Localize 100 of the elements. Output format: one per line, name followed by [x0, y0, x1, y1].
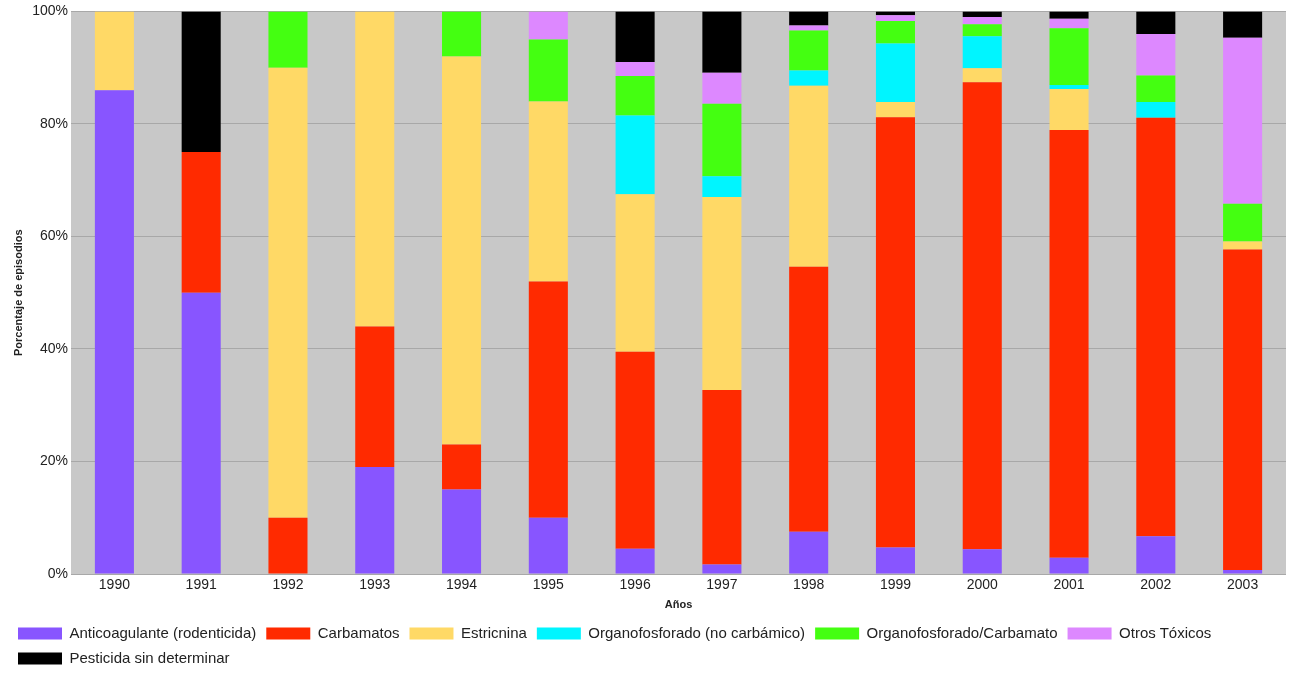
- x-tick-label: 1995: [532, 576, 565, 593]
- bar: [1049, 11, 1089, 19]
- bar: [962, 17, 1002, 25]
- bar: [268, 517, 308, 574]
- bar: [1049, 89, 1089, 131]
- legend-label: Estricnina: [460, 623, 528, 641]
- x-tick-label: 1999: [879, 576, 912, 593]
- bar: [1223, 203, 1263, 242]
- bar: [789, 266, 829, 532]
- bar: [1223, 11, 1263, 38]
- bar: [528, 101, 568, 282]
- bar: [615, 115, 655, 195]
- bar: [528, 281, 568, 518]
- bar: [528, 39, 568, 102]
- bar: [355, 326, 395, 468]
- legend-label: Otros Tóxicos: [1119, 623, 1212, 641]
- bar: [702, 103, 742, 177]
- bar: [1136, 75, 1176, 102]
- bar: [615, 351, 655, 549]
- legend-label: Anticoagulante (rodenticida): [69, 623, 257, 641]
- y-tick-label: 60%: [39, 227, 69, 244]
- x-tick-label: 1994: [445, 576, 478, 593]
- bar: [702, 11, 742, 73]
- bar: [702, 564, 742, 574]
- bar: [962, 549, 1002, 574]
- bar: [268, 67, 308, 518]
- y-tick-label: 40%: [39, 339, 69, 356]
- y-tick-label: 0%: [47, 564, 69, 581]
- x-tick-label: 1996: [619, 576, 651, 593]
- bar: [789, 25, 829, 31]
- bar: [268, 11, 308, 68]
- bar: [1049, 130, 1089, 558]
- bar: [875, 15, 915, 21]
- bar: [1136, 33, 1176, 76]
- bar: [442, 489, 482, 574]
- y-axis-title: Porcentaje de episodios: [11, 229, 24, 356]
- legend-label: Carbamatos: [317, 623, 400, 641]
- y-tick-label: 80%: [39, 114, 69, 131]
- bar: [789, 30, 829, 71]
- bar: [875, 117, 915, 548]
- bar: [615, 194, 655, 352]
- bar: [1223, 249, 1263, 571]
- bar: [181, 292, 221, 574]
- bar: [615, 11, 655, 63]
- bar: [1049, 557, 1089, 574]
- y-tick-label: 100%: [32, 2, 69, 19]
- bar: [528, 517, 568, 574]
- x-tick-label: 2000: [966, 576, 999, 593]
- x-tick-label: 2002: [1140, 576, 1172, 593]
- bar: [962, 36, 1002, 69]
- x-tick-label: 1993: [359, 576, 391, 593]
- bar: [789, 70, 829, 86]
- bar: [875, 43, 915, 102]
- x-tick-label: 2001: [1053, 576, 1085, 593]
- bar: [615, 62, 655, 77]
- bar: [442, 444, 482, 490]
- bar: [94, 11, 134, 91]
- bar: [875, 20, 915, 44]
- bar: [789, 85, 829, 267]
- x-tick-label: 1992: [272, 576, 304, 593]
- bar: [1049, 28, 1089, 86]
- bar: [1136, 117, 1176, 537]
- y-tick-label: 20%: [39, 452, 69, 469]
- bar: [789, 531, 829, 574]
- bar: [1223, 37, 1263, 204]
- legend-label: Pesticida sin determinar: [69, 648, 230, 666]
- bar: [1049, 18, 1089, 29]
- bar: [1136, 536, 1176, 574]
- x-tick-label: 1998: [793, 576, 825, 593]
- bar: [702, 390, 742, 565]
- legend-label: Organofosforado (no carbámico): [588, 623, 806, 641]
- bar: [615, 548, 655, 574]
- bar: [875, 547, 915, 574]
- legend-label: Organofosforado/Carbamato: [866, 623, 1058, 641]
- bar: [702, 176, 742, 198]
- bar: [181, 152, 221, 293]
- bar: [181, 11, 221, 153]
- bar: [962, 24, 1002, 37]
- bar: [702, 72, 742, 104]
- bar: [355, 467, 395, 574]
- bar: [528, 11, 568, 40]
- x-tick-label: 2003: [1227, 576, 1259, 593]
- bar: [355, 11, 395, 327]
- bar: [789, 11, 829, 26]
- x-axis-title: Años: [664, 598, 693, 611]
- x-tick-label: 1997: [706, 576, 738, 593]
- bar: [442, 11, 482, 57]
- bar: [615, 76, 655, 116]
- bar: [702, 197, 742, 391]
- bar: [1049, 85, 1089, 90]
- bar: [962, 68, 1002, 83]
- bar: [875, 101, 915, 118]
- bar: [442, 56, 482, 445]
- x-tick-label: 1990: [98, 576, 131, 593]
- bar: [1136, 11, 1176, 34]
- bar: [1136, 101, 1176, 118]
- bar: [1223, 570, 1263, 574]
- bar: [94, 90, 134, 574]
- bar: [962, 82, 1002, 550]
- x-tick-label: 1991: [185, 576, 217, 593]
